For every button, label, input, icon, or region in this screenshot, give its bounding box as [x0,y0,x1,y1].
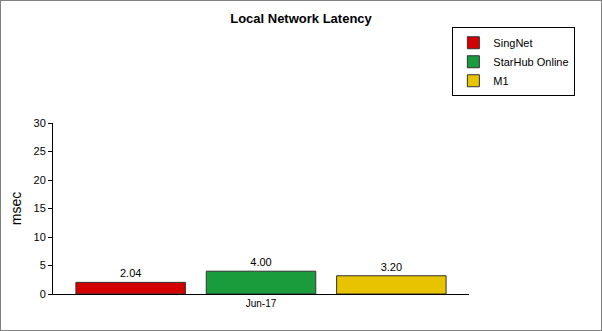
svg-text:Jun-17: Jun-17 [246,298,277,309]
svg-text:4.00: 4.00 [250,256,271,268]
svg-text:15: 15 [34,202,46,214]
svg-text:30: 30 [34,117,46,129]
svg-text:25: 25 [34,145,46,157]
svg-text:StarHub Online: StarHub Online [493,56,568,68]
svg-text:msec: msec [8,192,24,225]
svg-text:3.20: 3.20 [381,261,402,273]
svg-text:Local Network Latency: Local Network Latency [230,11,372,26]
svg-text:M1: M1 [493,75,508,87]
svg-text:2.04: 2.04 [120,267,141,279]
svg-text:10: 10 [34,231,46,243]
svg-text:0: 0 [40,288,46,300]
svg-text:20: 20 [34,174,46,186]
svg-text:5: 5 [40,259,46,271]
svg-text:SingNet: SingNet [493,37,532,49]
